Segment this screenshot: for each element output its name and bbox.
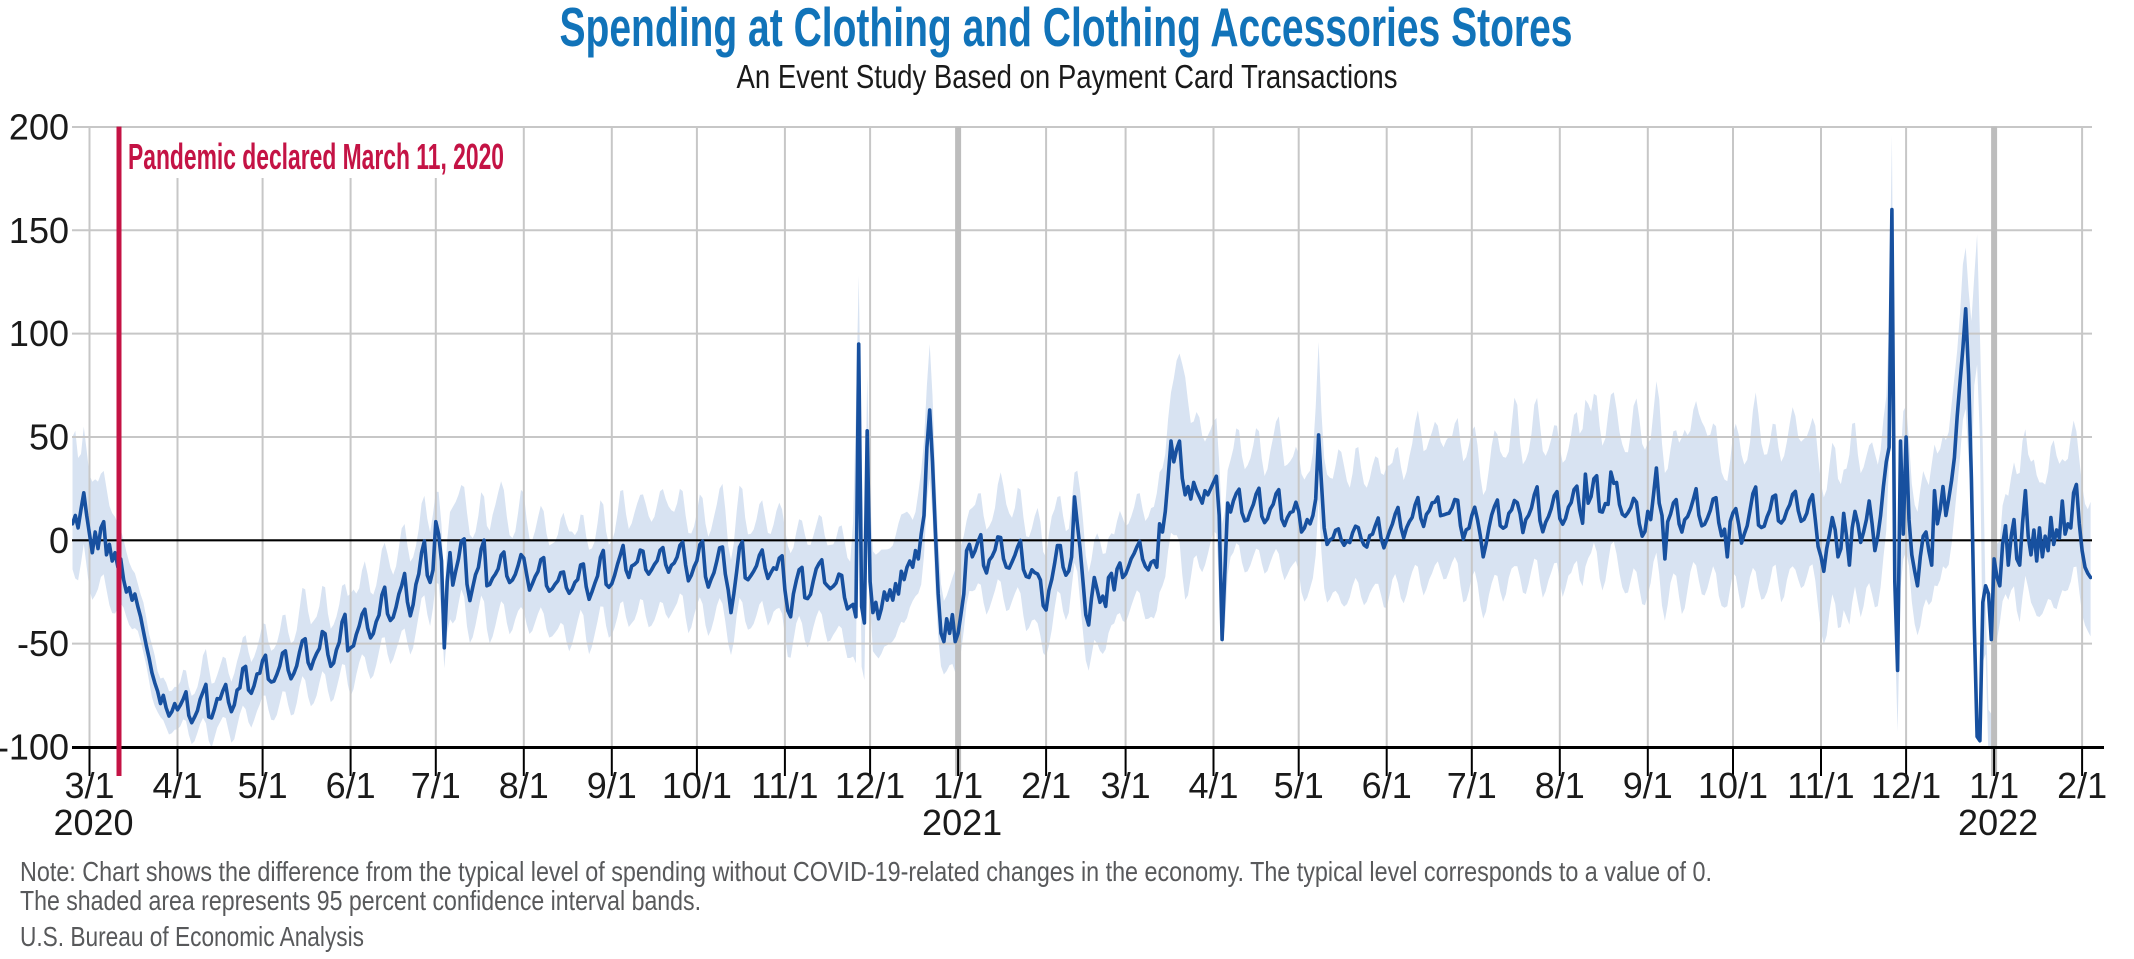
svg-text:1/1: 1/1 [933, 765, 983, 806]
svg-text:10/1: 10/1 [662, 765, 732, 806]
svg-text:2/1: 2/1 [2057, 765, 2107, 806]
svg-text:-50: -50 [17, 623, 69, 664]
svg-text:2020: 2020 [53, 802, 133, 843]
svg-text:Note: Chart shows the differen: Note: Chart shows the difference from th… [20, 856, 1712, 887]
svg-text:The shaded area represents 95: The shaded area represents 95 percent co… [20, 885, 701, 916]
svg-text:12/1: 12/1 [1871, 765, 1941, 806]
svg-text:5/1: 5/1 [238, 765, 288, 806]
svg-text:6/1: 6/1 [326, 765, 376, 806]
svg-text:2021: 2021 [922, 802, 1002, 843]
svg-text:12/1: 12/1 [835, 765, 905, 806]
svg-text:-100: -100 [0, 727, 69, 768]
svg-text:An Event Study Based on Paymen: An Event Study Based on Payment Card Tra… [737, 58, 1398, 95]
svg-text:9/1: 9/1 [587, 765, 637, 806]
svg-text:8/1: 8/1 [1535, 765, 1585, 806]
svg-text:10/1: 10/1 [1698, 765, 1768, 806]
svg-text:2/1: 2/1 [1021, 765, 1071, 806]
svg-text:2022: 2022 [1958, 802, 2038, 843]
svg-text:100: 100 [9, 313, 69, 354]
svg-text:8/1: 8/1 [499, 765, 549, 806]
svg-text:150: 150 [9, 210, 69, 251]
svg-text:11/1: 11/1 [751, 765, 818, 806]
svg-text:6/1: 6/1 [1362, 765, 1412, 806]
svg-text:5/1: 5/1 [1274, 765, 1324, 806]
svg-text:200: 200 [9, 107, 69, 148]
svg-text:3/1: 3/1 [1101, 765, 1151, 806]
svg-text:4/1: 4/1 [1188, 765, 1238, 806]
svg-text:Pandemic declared March 11, 20: Pandemic declared March 11, 2020 [128, 136, 504, 177]
svg-text:Spending at Clothing and Cloth: Spending at Clothing and Clothing Access… [560, 0, 1573, 58]
svg-text:0: 0 [49, 520, 69, 561]
svg-text:11/1: 11/1 [1787, 765, 1854, 806]
svg-text:9/1: 9/1 [1623, 765, 1673, 806]
svg-text:7/1: 7/1 [1447, 765, 1497, 806]
svg-text:50: 50 [29, 417, 69, 458]
svg-text:4/1: 4/1 [152, 765, 202, 806]
svg-text:1/1: 1/1 [1969, 765, 2019, 806]
svg-text:7/1: 7/1 [411, 765, 461, 806]
svg-text:U.S. Bureau of Economic Analys: U.S. Bureau of Economic Analysis [20, 921, 364, 952]
svg-text:3/1: 3/1 [64, 765, 114, 806]
